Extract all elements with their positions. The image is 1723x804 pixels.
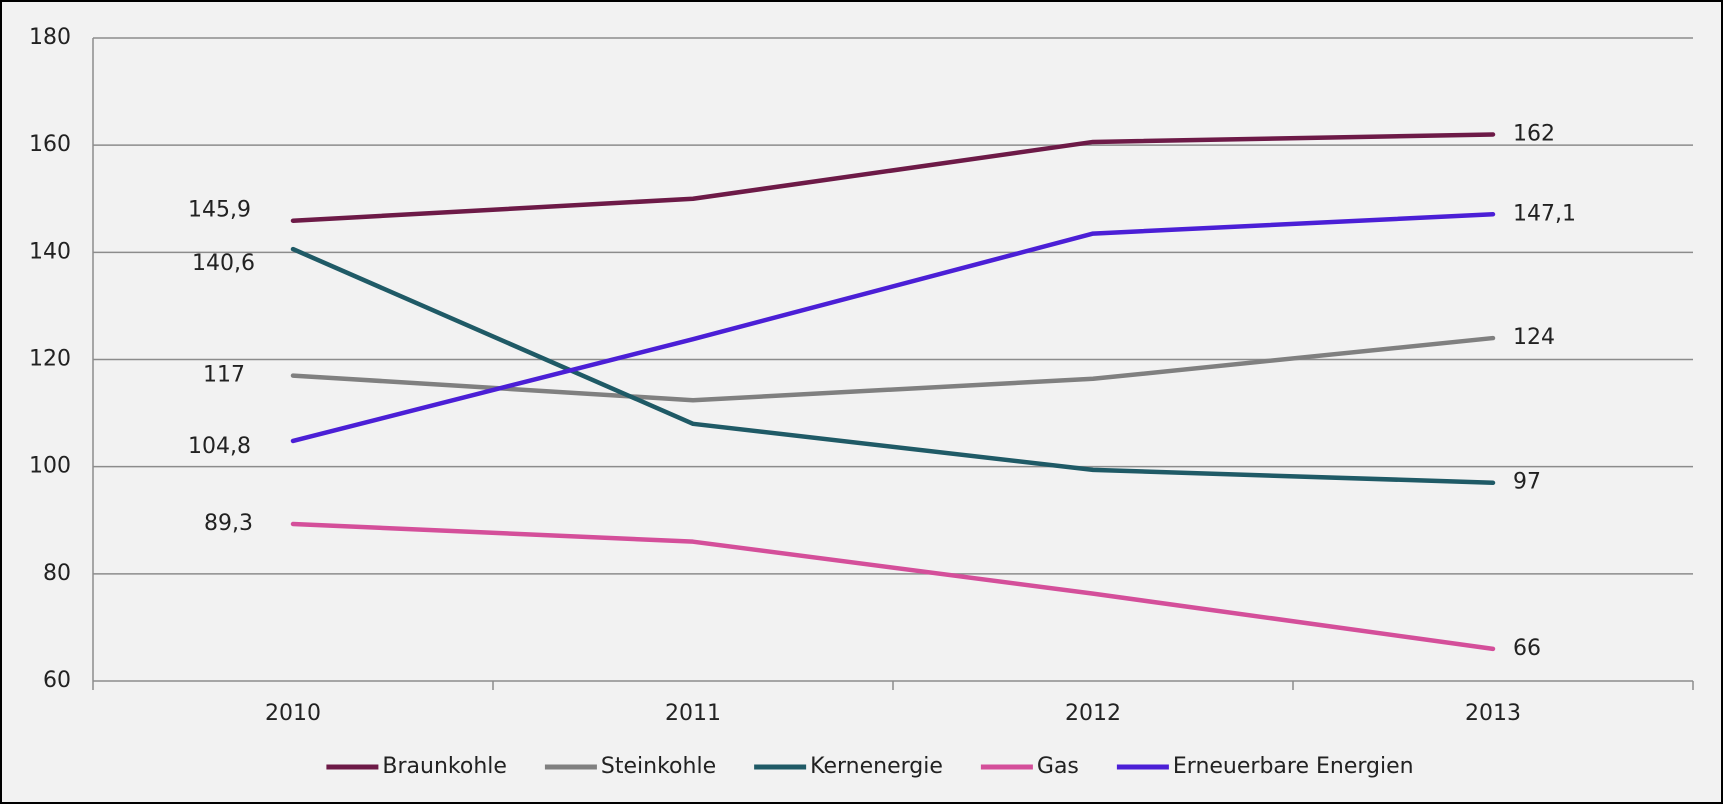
y-tick-label: 180 [29, 25, 71, 50]
data-label: 117 [203, 363, 245, 388]
series-line [290, 212, 1496, 444]
data-label: 66 [1513, 636, 1541, 661]
data-label: 145,9 [188, 198, 251, 223]
data-label: 89,3 [204, 511, 253, 536]
legend-label: Erneuerbare Energien [1173, 754, 1414, 779]
data-label: 124 [1513, 325, 1555, 350]
series-line [290, 246, 1496, 485]
legend-label: Steinkohle [601, 754, 716, 779]
data-label: 104,8 [188, 434, 251, 459]
x-tick-label: 2013 [1465, 701, 1521, 726]
legend-label: Braunkohle [382, 754, 507, 779]
x-tick-label: 2012 [1065, 701, 1121, 726]
x-tick-label: 2011 [665, 701, 721, 726]
data-label: 140,6 [192, 251, 255, 276]
series-line [290, 132, 1496, 223]
data-label: 147,1 [1513, 201, 1576, 226]
y-tick-label: 60 [43, 668, 71, 693]
y-tick-label: 80 [43, 561, 71, 586]
y-tick-label: 160 [29, 132, 71, 157]
y-tick-label: 140 [29, 239, 71, 264]
series-line [290, 521, 1496, 652]
legend-label: Gas [1037, 754, 1079, 779]
x-tick-label: 2010 [265, 701, 321, 726]
data-label: 97 [1513, 470, 1541, 495]
legend-label: Kernenergie [810, 754, 943, 779]
data-label: 162 [1513, 121, 1555, 146]
y-tick-label: 100 [29, 454, 71, 479]
y-tick-label: 120 [29, 347, 71, 372]
